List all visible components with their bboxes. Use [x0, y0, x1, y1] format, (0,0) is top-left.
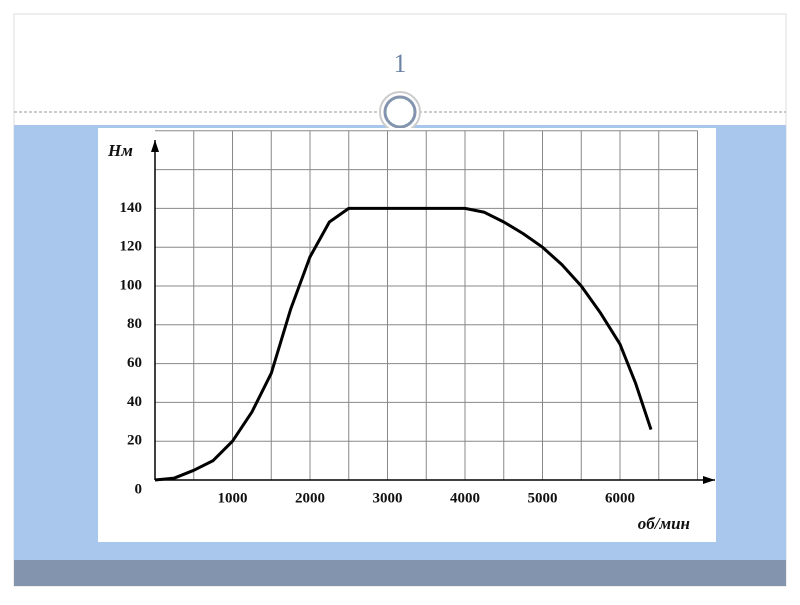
ornament-inner [383, 95, 417, 129]
slide-number: 1 [394, 49, 407, 78]
x-tick-label: 4000 [450, 490, 480, 506]
y-tick-label: 60 [127, 355, 142, 371]
y-tick-label: 20 [127, 433, 142, 449]
y-tick-label: 40 [127, 394, 142, 410]
x-tick-label: 5000 [528, 490, 558, 506]
y-tick-label: 0 [135, 481, 143, 497]
data-line [154, 206, 653, 482]
y-tick-label: 80 [127, 316, 142, 332]
y-axis-label: Нм [107, 141, 133, 160]
x-tick-label: 2000 [295, 490, 325, 506]
y-tick-label: 140 [120, 200, 143, 216]
plot: Нм об/мин 1000 2000 3000 4000 5000 6000 0 20 40 60 8… [107, 130, 715, 533]
x-tick-label: 3000 [373, 490, 403, 506]
x-tick-label: 6000 [605, 490, 635, 506]
x-arrow [703, 476, 715, 484]
y-tick-label: 100 [120, 277, 143, 293]
x-axis-label: об/мин [638, 514, 690, 533]
y-tick-label: 120 [120, 239, 143, 255]
y-arrow [151, 140, 159, 152]
x-tick-label: 1000 [218, 490, 248, 506]
footer-band [14, 560, 786, 586]
